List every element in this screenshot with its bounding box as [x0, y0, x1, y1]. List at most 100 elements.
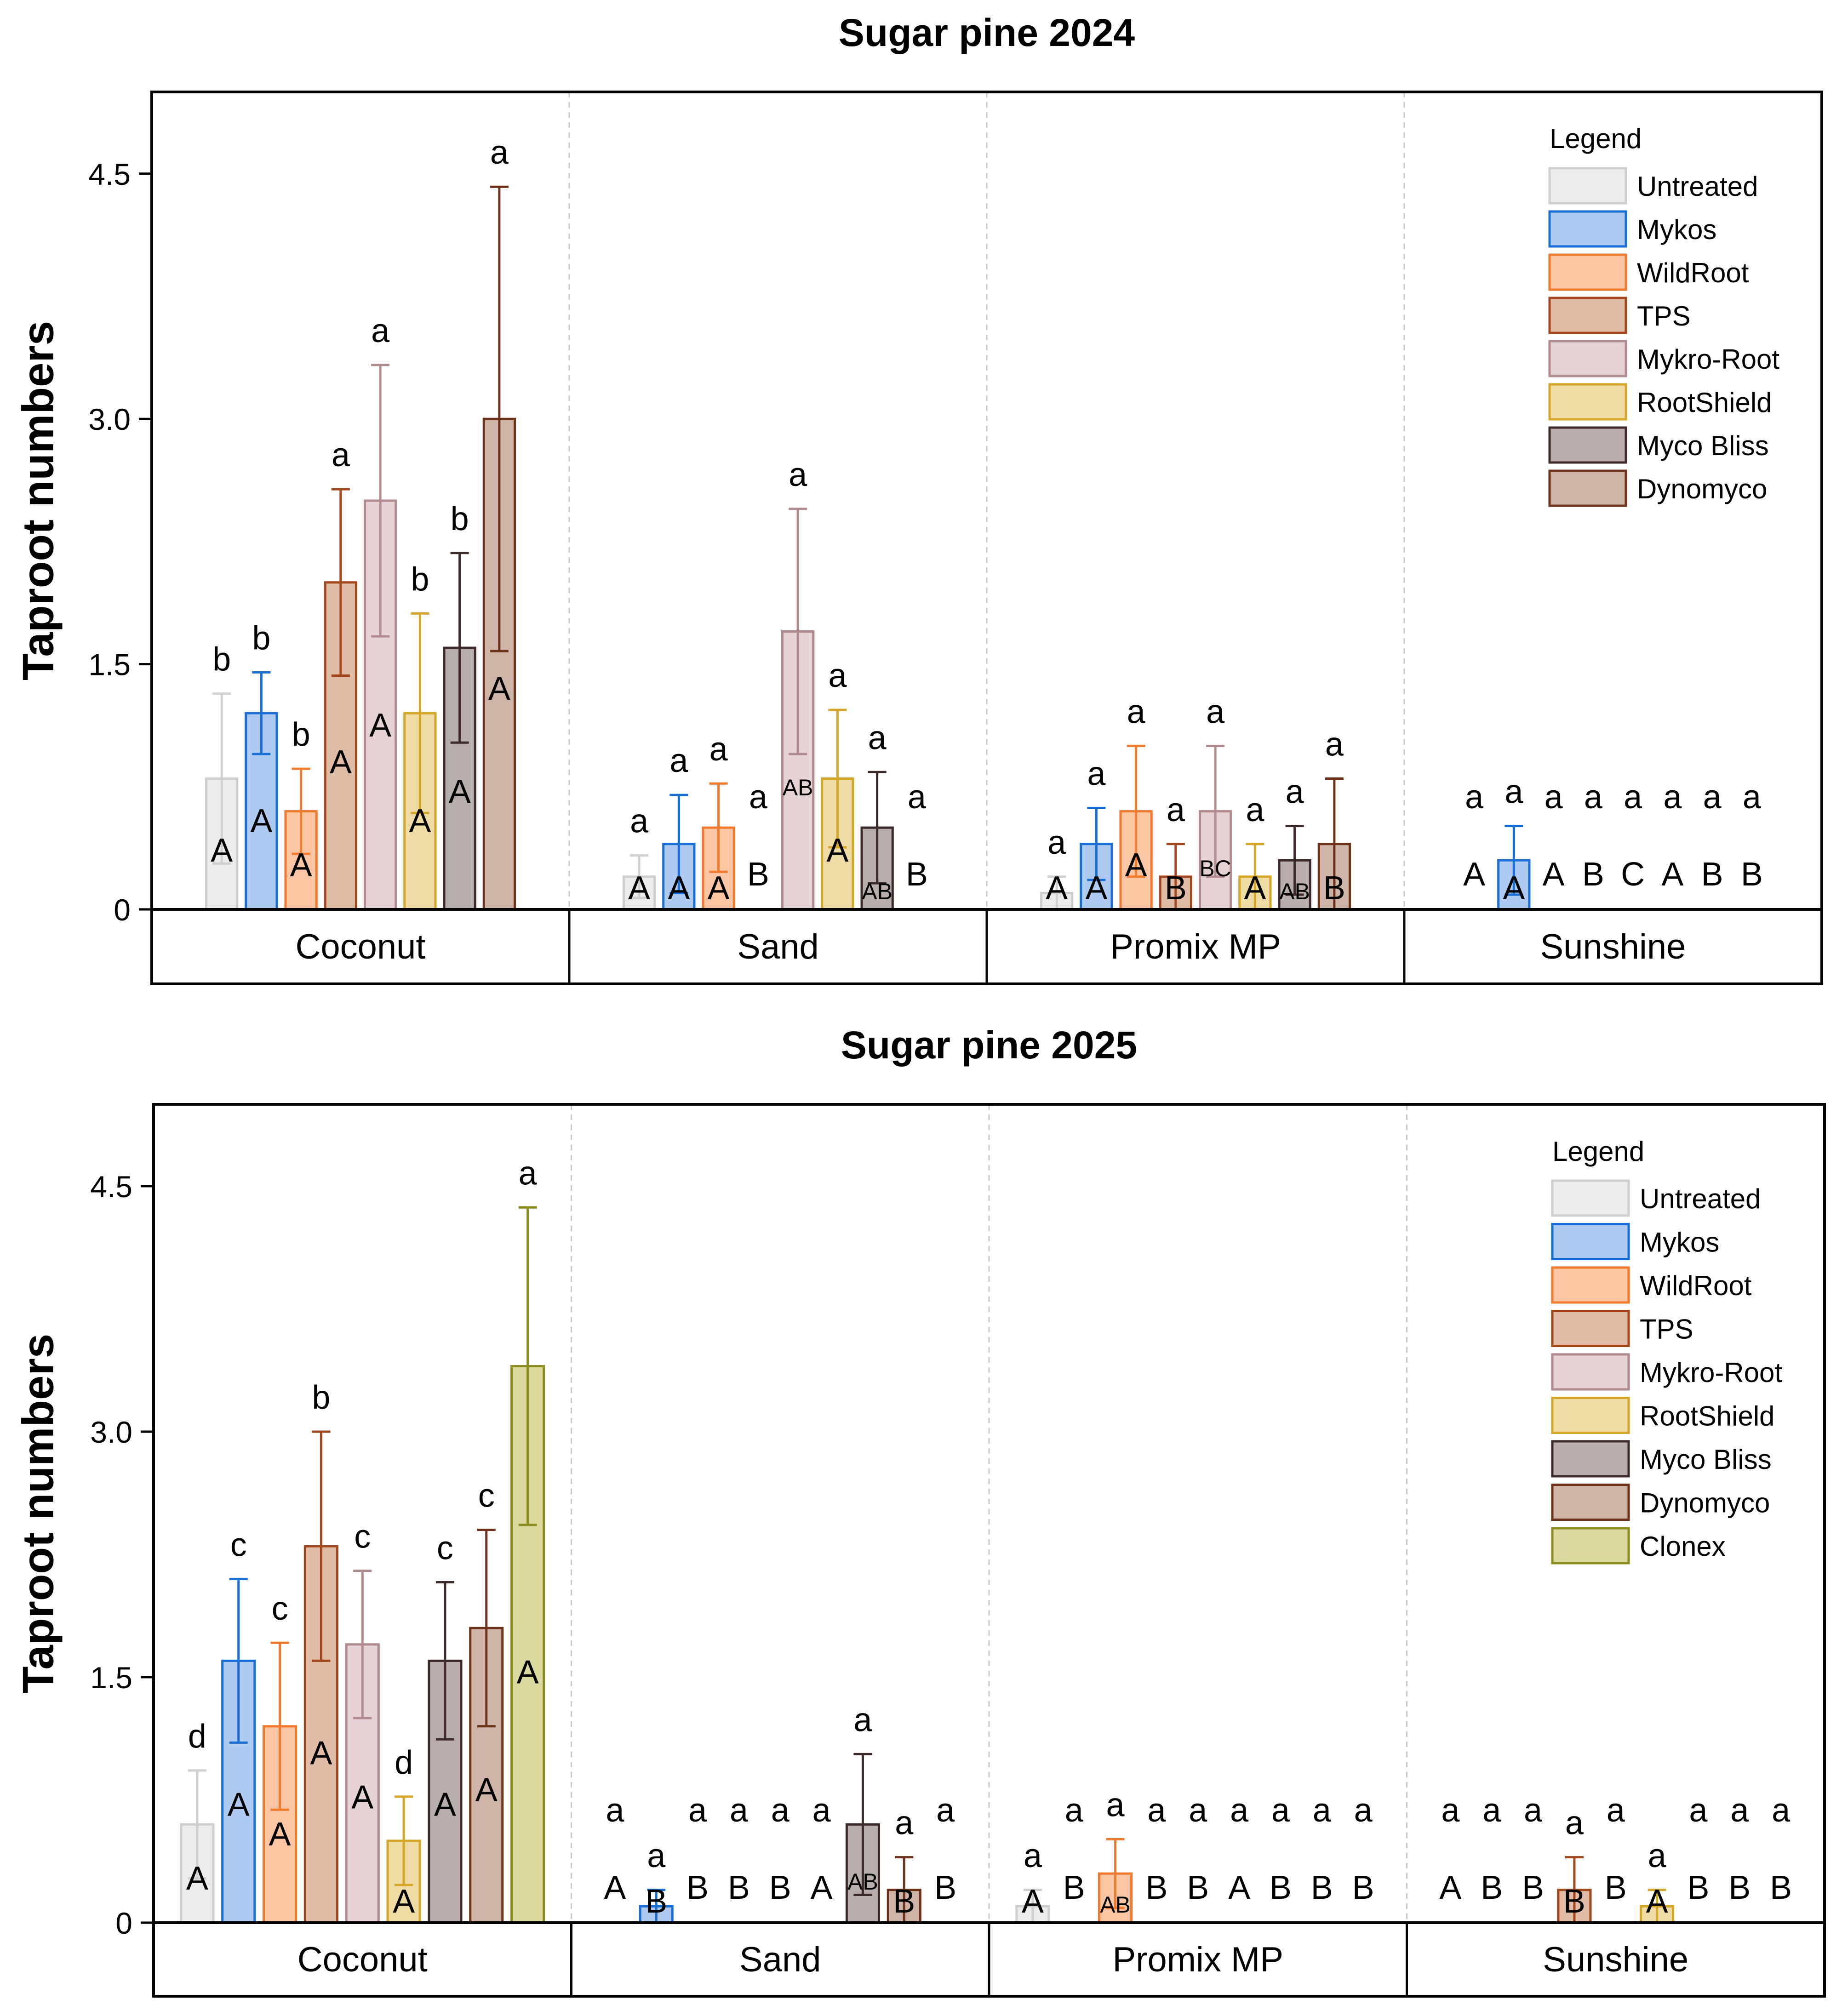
significance-letter-group: B — [747, 856, 769, 893]
significance-letter-group: B — [906, 856, 928, 893]
significance-letter-group: BC — [1199, 856, 1231, 881]
significance-letter-top: a — [1167, 792, 1185, 828]
significance-letter-top: a — [1565, 1805, 1584, 1842]
significance-letter-group: A — [186, 1860, 208, 1897]
significance-letter-top: a — [1584, 779, 1603, 816]
significance-letter-group: A — [1661, 856, 1683, 893]
significance-letter-top: c — [354, 1519, 371, 1555]
significance-letter-top: a — [1624, 779, 1642, 816]
category-label: Sand — [739, 1940, 821, 1979]
significance-letter-top: b — [451, 501, 469, 537]
significance-letter-top: a — [1504, 774, 1523, 811]
category-label: Coconut — [295, 927, 425, 966]
significance-letter-group: B — [1605, 1869, 1627, 1906]
legend-swatch — [1551, 1440, 1630, 1478]
significance-letter-group: A — [211, 832, 233, 869]
significance-letter-top: a — [749, 779, 768, 816]
significance-letter-top: a — [669, 742, 688, 779]
significance-letter-top: a — [1065, 1792, 1084, 1829]
chart-title: Sugar pine 2025 — [841, 1023, 1137, 1067]
significance-letter-group: B — [1145, 1869, 1167, 1906]
significance-letter-group: B — [1728, 1869, 1750, 1906]
significance-letter-group: A — [1046, 870, 1068, 907]
significance-letter-group: A — [409, 803, 431, 840]
significance-letter-top: a — [332, 437, 350, 474]
significance-letter-top: a — [1286, 774, 1304, 811]
significance-letter-group: B — [1522, 1869, 1544, 1906]
significance-letter-group: AB — [1279, 879, 1310, 904]
legend-label: Clonex — [1640, 1531, 1726, 1562]
significance-letter-top: a — [828, 657, 847, 694]
legend-swatch — [1548, 297, 1627, 334]
significance-letter-top: a — [371, 313, 390, 349]
significance-letter-top: a — [936, 1792, 955, 1829]
y-tick-label: 1.5 — [90, 1661, 132, 1695]
significance-letter-group: A — [1085, 870, 1107, 907]
significance-letter-group: A — [708, 870, 730, 907]
significance-letter-top: c — [272, 1590, 288, 1627]
legend-swatch — [1551, 1484, 1630, 1521]
significance-letter-group: A — [826, 832, 848, 869]
legend-label: WildRoot — [1637, 257, 1749, 288]
significance-letter-top: a — [789, 457, 807, 493]
category-label: Coconut — [297, 1940, 428, 1979]
significance-letter-group: A — [1244, 870, 1266, 907]
significance-letter-group: B — [686, 1869, 709, 1906]
significance-letter-group: B — [934, 1869, 956, 1906]
y-tick-label: 3.0 — [90, 1415, 132, 1449]
legend-swatch — [1551, 1527, 1630, 1565]
significance-letter-group: A — [1228, 1869, 1250, 1906]
significance-letter-top: a — [688, 1792, 707, 1829]
significance-letter-top: a — [908, 779, 927, 816]
category-label: Sunshine — [1540, 927, 1686, 966]
significance-letter-top: a — [1524, 1792, 1543, 1829]
significance-letter-group: B — [1741, 856, 1763, 893]
significance-letter-top: b — [411, 561, 429, 598]
significance-letter-group: AB — [862, 879, 892, 904]
legend-swatch — [1548, 167, 1627, 205]
significance-letter-group: A — [1439, 1869, 1461, 1906]
legend-label: TPS — [1640, 1314, 1693, 1345]
legend-label: RootShield — [1640, 1401, 1775, 1432]
significance-letter-group: A — [330, 744, 352, 781]
significance-letter-top: a — [709, 731, 728, 768]
legend-label: Dynomyco — [1637, 474, 1767, 504]
significance-letter-group: B — [728, 1869, 750, 1906]
y-tick-label: 1.5 — [88, 648, 131, 682]
category-label: Promix MP — [1112, 1940, 1283, 1979]
significance-letter-group: B — [645, 1883, 667, 1920]
significance-letter-group: A — [1543, 856, 1565, 893]
significance-letter-group: B — [1687, 1869, 1709, 1906]
significance-letter-top: a — [606, 1792, 624, 1829]
significance-letter-group: A — [628, 870, 650, 907]
legend-title: Legend — [1552, 1136, 1644, 1167]
significance-letter-top: d — [395, 1744, 413, 1781]
significance-letter-top: a — [1648, 1838, 1667, 1874]
significance-letter-top: a — [1354, 1792, 1373, 1829]
significance-letter-group: B — [1582, 856, 1604, 893]
significance-letter-group: A — [290, 847, 312, 884]
significance-letter-top: a — [519, 1155, 538, 1192]
significance-letter-top: a — [1689, 1792, 1708, 1829]
significance-letter-top: a — [895, 1805, 914, 1842]
significance-letter-top: c — [437, 1530, 453, 1567]
significance-letter-group: B — [1770, 1869, 1792, 1906]
significance-letter-top: c — [478, 1478, 495, 1514]
legend-swatch — [1548, 210, 1627, 248]
legend-label: Mykro-Root — [1637, 344, 1779, 375]
significance-letter-group: B — [769, 1869, 791, 1906]
significance-letter-top: a — [1703, 779, 1722, 816]
legend-swatch — [1548, 383, 1627, 421]
significance-letter-top: a — [1482, 1792, 1501, 1829]
legend-swatch — [1551, 1353, 1630, 1391]
significance-letter-top: a — [1441, 1792, 1460, 1829]
significance-letter-group: AB — [1100, 1892, 1131, 1918]
significance-letter-top: a — [1246, 792, 1264, 828]
significance-letter-group: A — [1646, 1883, 1668, 1920]
significance-letter-group: A — [228, 1787, 250, 1823]
significance-letter-group: A — [668, 870, 690, 907]
significance-letter-top: a — [1087, 756, 1106, 793]
significance-letter-top: a — [853, 1702, 872, 1738]
